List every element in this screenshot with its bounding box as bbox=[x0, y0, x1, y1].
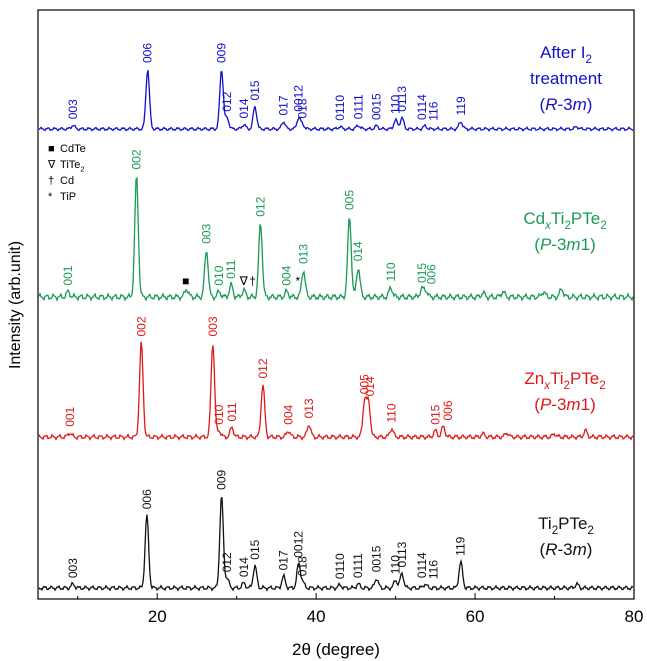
trace-1 bbox=[38, 176, 634, 302]
reflection-label: 015 bbox=[248, 80, 262, 100]
legend-label: Cd bbox=[60, 175, 74, 187]
reflection-label: 009 bbox=[215, 470, 229, 490]
reflection-label: 017 bbox=[277, 95, 291, 115]
reflection-label: 012 bbox=[256, 358, 270, 378]
reflection-label: 005 bbox=[358, 374, 372, 394]
x-tick-label: 80 bbox=[625, 607, 644, 626]
reflection-label: 002 bbox=[134, 316, 148, 336]
reflection-label: 0113 bbox=[395, 86, 409, 112]
trace-2 bbox=[38, 341, 634, 441]
reflection-label: 003 bbox=[206, 316, 220, 336]
reflection-label: 110 bbox=[385, 403, 399, 422]
reflection-label: 010 bbox=[212, 404, 226, 424]
x-axis: 20 40 60 80 bbox=[77, 593, 644, 626]
series-label: (P-3m1) bbox=[534, 395, 595, 414]
traces bbox=[38, 70, 634, 592]
x-tick-label: 20 bbox=[148, 607, 167, 626]
series-label: (R-3m) bbox=[540, 95, 593, 114]
reflection-label: 110 bbox=[384, 262, 398, 281]
reflection-label: 010 bbox=[212, 265, 226, 285]
series-label: Ti2PTe2 bbox=[538, 514, 594, 537]
reflection-label: 006 bbox=[424, 264, 438, 284]
reflection-label: 110 bbox=[389, 95, 403, 114]
reflection-label: 012 bbox=[220, 91, 234, 111]
impurity-marker: ∇ bbox=[239, 274, 249, 288]
reflection-label: 0110 bbox=[333, 95, 347, 121]
x-axis-label: 2θ (degree) bbox=[292, 640, 380, 659]
reflection-label: 018 bbox=[296, 98, 310, 118]
reflection-label: 116 bbox=[427, 101, 441, 120]
reflection-label: 014 bbox=[351, 241, 365, 261]
reflection-label: 001 bbox=[61, 265, 75, 285]
reflection-label: 119 bbox=[454, 96, 468, 115]
reflection-label: 006 bbox=[141, 43, 155, 63]
reflection-label: 0015 bbox=[370, 93, 384, 120]
legend-symbol: * bbox=[48, 191, 53, 203]
reflection-label: 014 bbox=[363, 376, 377, 396]
reflection-label: 009 bbox=[215, 43, 229, 63]
legend-symbol: † bbox=[48, 175, 54, 187]
reflection-label: 015 bbox=[428, 404, 442, 424]
reflection-label: 014 bbox=[237, 557, 251, 577]
reflection-label: 013 bbox=[296, 244, 310, 264]
impurity-marker: † bbox=[249, 274, 256, 288]
reflection-label: 017 bbox=[277, 550, 291, 570]
reflection-label: 012 bbox=[254, 196, 268, 216]
reflection-label: 005 bbox=[343, 190, 357, 210]
series-label: CdxTi2PTe2 bbox=[523, 209, 606, 232]
reflection-label: 006 bbox=[140, 489, 154, 509]
reflection-label: 013 bbox=[302, 398, 316, 418]
series-labels: After I2 treatment (R-3m) CdxTi2PTe2 (P-3m1)… bbox=[523, 43, 606, 559]
reflection-label: 011 bbox=[224, 259, 238, 278]
reflection-label: 015 bbox=[248, 539, 262, 559]
reflection-label: 0111 bbox=[351, 94, 365, 119]
reflection-label: 018 bbox=[296, 556, 310, 576]
reflection-label: 014 bbox=[237, 98, 251, 118]
reflection-label: 001 bbox=[63, 406, 77, 426]
legend-label: TiTe2 bbox=[60, 159, 85, 173]
reflection-label: 003 bbox=[66, 558, 80, 578]
reflection-label: 0012 bbox=[292, 531, 306, 558]
trace-3 bbox=[38, 497, 634, 592]
reflection-label: 003 bbox=[66, 99, 80, 119]
reflection-label: 116 bbox=[427, 560, 441, 579]
series-label: (R-3m) bbox=[540, 540, 593, 559]
reflection-label: 0114 bbox=[415, 94, 429, 120]
reflection-label: 015 bbox=[415, 263, 429, 283]
reflection-label: 0113 bbox=[395, 541, 409, 567]
series-label: ZnxTi2PTe2 bbox=[524, 369, 605, 392]
reflection-label: 012 bbox=[220, 552, 234, 572]
legend-symbol: ■ bbox=[48, 143, 55, 155]
reflection-label: 004 bbox=[280, 265, 294, 285]
reflection-label: 0114 bbox=[415, 552, 429, 578]
plot-frame bbox=[37, 9, 635, 600]
series-label: (P-3m1) bbox=[534, 235, 595, 254]
reflection-label: 0110 bbox=[333, 553, 347, 579]
series-label: treatment bbox=[530, 69, 602, 88]
reflection-label: 003 bbox=[199, 223, 213, 243]
reflection-label: 004 bbox=[281, 404, 295, 424]
reflection-label: 002 bbox=[130, 149, 144, 169]
legend-label: TiP bbox=[60, 191, 76, 203]
reflection-label: 119 bbox=[454, 536, 468, 555]
reflection-label: 110 bbox=[389, 555, 403, 574]
legend-label: CdTe bbox=[60, 143, 86, 155]
y-axis-label: Intensity (arb.unit) bbox=[7, 241, 24, 369]
impurity-legend: ■ CdTe ∇ TiTe2 † Cd * TiP bbox=[47, 143, 86, 203]
reflection-label: 0111 bbox=[351, 553, 365, 578]
series-label: After I2 bbox=[540, 43, 592, 66]
x-tick-label: 60 bbox=[466, 607, 485, 626]
impurity-marker: * bbox=[296, 274, 301, 288]
reflection-label: 0015 bbox=[370, 545, 384, 572]
trace-0 bbox=[38, 70, 634, 132]
legend-symbol: ∇ bbox=[47, 159, 56, 171]
impurity-marker: ■ bbox=[182, 274, 189, 288]
x-tick-label: 40 bbox=[307, 607, 326, 626]
reflection-label: 0012 bbox=[292, 85, 306, 112]
reflection-label: 006 bbox=[441, 400, 455, 420]
reflection-label: 011 bbox=[225, 402, 239, 421]
